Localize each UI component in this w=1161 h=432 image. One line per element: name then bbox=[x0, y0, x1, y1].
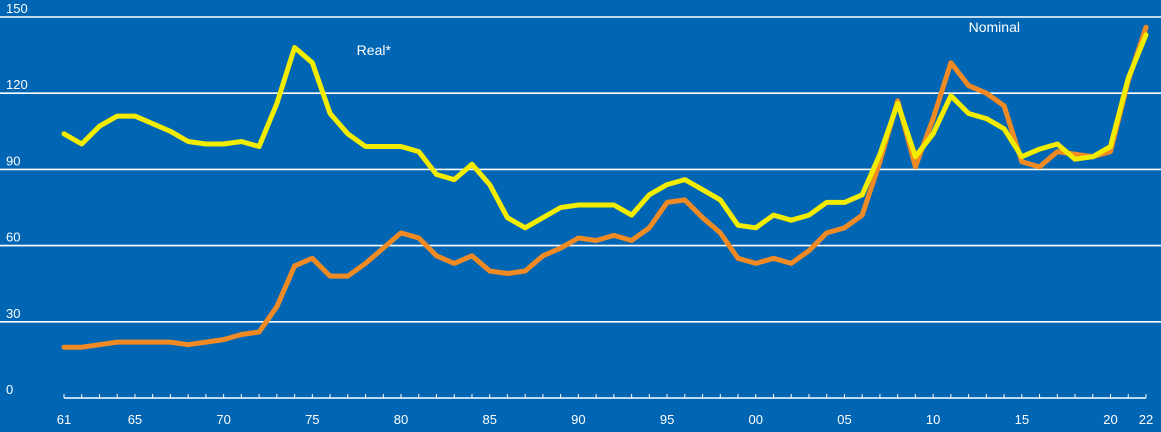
x-tick-label-80: 80 bbox=[394, 412, 408, 427]
x-tick-label-10: 10 bbox=[926, 412, 940, 427]
y-tick-label-150: 150 bbox=[6, 1, 28, 16]
x-tick-label-65: 65 bbox=[128, 412, 142, 427]
x-tick-label-75: 75 bbox=[305, 412, 319, 427]
gridlines bbox=[0, 16, 1161, 323]
x-tick-label-95: 95 bbox=[660, 412, 674, 427]
series-lines bbox=[61, 24, 1149, 350]
x-tick-label-61: 61 bbox=[57, 412, 71, 427]
series-labels: Nominal Real* bbox=[357, 19, 1020, 58]
x-tick-label-00: 00 bbox=[749, 412, 763, 427]
y-tick-label-0: 0 bbox=[6, 382, 13, 397]
y-tick-label-120: 120 bbox=[6, 77, 28, 92]
y-tick-label-30: 30 bbox=[6, 306, 20, 321]
x-tick-label-20: 20 bbox=[1103, 412, 1117, 427]
x-tick-label-85: 85 bbox=[482, 412, 496, 427]
y-tick-label-90: 90 bbox=[6, 153, 20, 168]
series-line-nominal bbox=[61, 24, 1149, 350]
series-line-real bbox=[61, 32, 1149, 231]
x-tick-label-05: 05 bbox=[837, 412, 851, 427]
x-tick-label-15: 15 bbox=[1015, 412, 1029, 427]
x-tick-label-22: 22 bbox=[1139, 412, 1153, 427]
x-tick-label-90: 90 bbox=[571, 412, 585, 427]
x-axis bbox=[63, 394, 1147, 399]
x-tick-label-70: 70 bbox=[216, 412, 230, 427]
x-axis-tick-labels: 61 65 70 75 80 85 90 95 00 05 10 15 20 22 bbox=[57, 412, 1153, 427]
y-axis-tick-labels: 0 30 60 90 120 150 bbox=[6, 1, 28, 397]
y-tick-label-60: 60 bbox=[6, 230, 20, 245]
series-label-real: Real* bbox=[357, 42, 392, 58]
series-label-nominal: Nominal bbox=[969, 19, 1020, 35]
